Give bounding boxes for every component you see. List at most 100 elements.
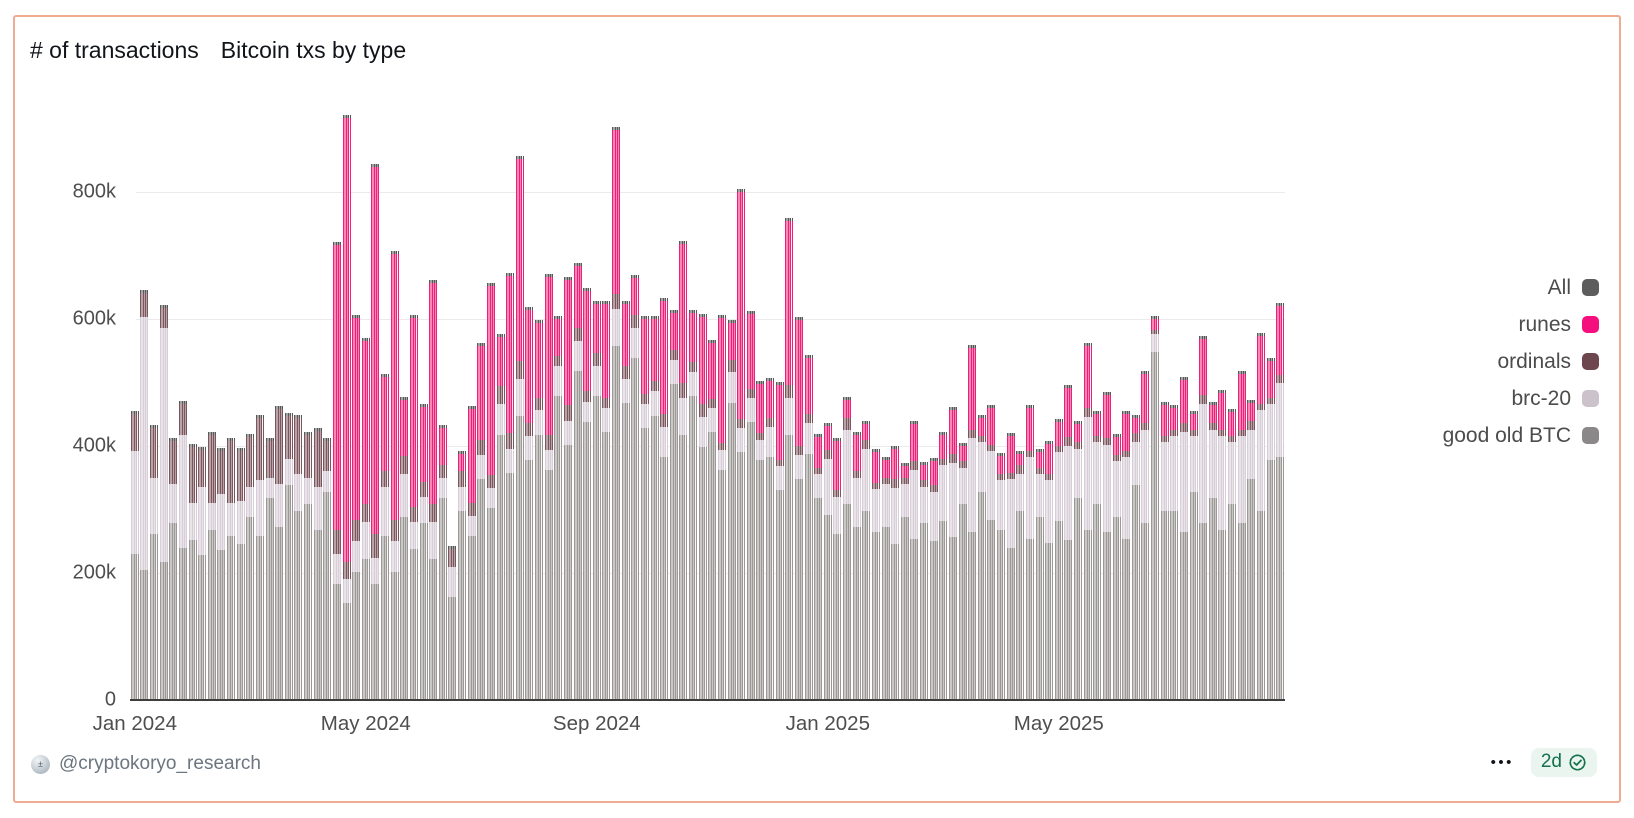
bar-hairline-stripes	[650, 316, 659, 700]
chart-title: Bitcoin txs by type	[220, 37, 407, 63]
x-axis-line	[130, 699, 1285, 701]
bar	[227, 437, 236, 700]
bar-hairline-stripes	[563, 276, 572, 700]
bar	[496, 333, 505, 700]
bar	[679, 241, 688, 700]
legend-item-brc-20[interactable]: brc-20	[1443, 380, 1599, 417]
legend: All runes ordinals brc-20 good old BTC	[1443, 269, 1599, 454]
bar	[1112, 434, 1121, 700]
more-button[interactable]: •••	[1490, 754, 1514, 771]
bar-hairline-stripes	[1179, 376, 1188, 700]
attribution: ± @cryptokoryo_research	[31, 753, 261, 775]
bar	[660, 298, 669, 700]
bar	[862, 421, 871, 700]
age-text: 2d	[1540, 751, 1562, 772]
bar-hairline-stripes	[255, 415, 264, 700]
bar	[958, 443, 967, 700]
bar-hairline-stripes	[1247, 399, 1256, 700]
bar-hairline-stripes	[891, 445, 900, 700]
bar-hairline-stripes	[640, 316, 649, 700]
bar	[477, 342, 486, 700]
bar-hairline-stripes	[794, 317, 803, 700]
x-tick-label: Jan 2025	[785, 712, 870, 735]
legend-swatch	[1582, 427, 1599, 444]
bar	[785, 218, 794, 700]
bar	[987, 404, 996, 700]
legend-item-good-old-btc[interactable]: good old BTC	[1443, 417, 1599, 454]
bar-hairline-stripes	[169, 437, 178, 700]
bar-hairline-stripes	[1189, 411, 1198, 700]
legend-item-runes[interactable]: runes	[1443, 306, 1599, 343]
bar	[294, 415, 303, 700]
legend-item-ordinals[interactable]: ordinals	[1443, 343, 1599, 380]
bar-hairline-stripes	[987, 404, 996, 700]
bar	[438, 425, 447, 700]
bar-hairline-stripes	[573, 262, 582, 700]
bar-hairline-stripes	[342, 115, 351, 700]
bar-hairline-stripes	[660, 298, 669, 700]
bar-hairline-stripes	[294, 415, 303, 700]
bar	[381, 374, 390, 700]
bar-hairline-stripes	[717, 314, 726, 700]
avatar[interactable]: ±	[31, 754, 50, 774]
legend-item-all[interactable]: All	[1443, 269, 1599, 306]
bar	[583, 288, 592, 700]
bar	[592, 300, 601, 700]
bar	[265, 437, 274, 700]
bar-hairline-stripes	[130, 411, 139, 700]
bar	[727, 319, 736, 700]
author-handle[interactable]: @cryptokoryo_research	[59, 753, 261, 774]
bar-hairline-stripes	[332, 242, 341, 700]
bar	[871, 449, 880, 700]
bar-hairline-stripes	[227, 437, 236, 700]
bar-hairline-stripes	[304, 431, 313, 700]
bar	[1189, 411, 1198, 700]
bar	[1054, 418, 1063, 700]
bar	[217, 448, 226, 700]
bar	[284, 412, 293, 700]
bar	[794, 317, 803, 700]
bar	[852, 431, 861, 700]
legend-label: good old BTC	[1442, 423, 1571, 447]
bar-hairline-stripes	[968, 345, 977, 700]
bar	[544, 274, 553, 700]
bar-hairline-stripes	[448, 545, 457, 700]
bar	[910, 421, 919, 700]
bar-hairline-stripes	[535, 319, 544, 700]
bar-hairline-stripes	[371, 163, 380, 700]
y-tick-label: 0	[104, 688, 116, 711]
y-axis-title: # of transactions	[30, 37, 199, 63]
bar-hairline-stripes	[554, 316, 563, 700]
footer-actions: ••• 2d	[1489, 748, 1597, 777]
bar-hairline-stripes	[698, 313, 707, 700]
bar	[920, 462, 929, 700]
bar-hairline-stripes	[727, 319, 736, 700]
bar	[323, 437, 332, 700]
bar-hairline-stripes	[1102, 392, 1111, 700]
legend-swatch	[1582, 353, 1599, 370]
bar	[486, 282, 495, 700]
bar	[1256, 332, 1265, 700]
age-badge[interactable]: 2d	[1530, 748, 1597, 777]
bar	[458, 450, 467, 700]
bar-hairline-stripes	[140, 289, 149, 700]
bar	[304, 431, 313, 700]
bar-hairline-stripes	[766, 378, 775, 700]
bar-hairline-stripes	[467, 406, 476, 700]
bar-hairline-stripes	[1276, 303, 1285, 700]
bar	[746, 310, 755, 700]
bar-hairline-stripes	[1083, 342, 1092, 700]
bar-hairline-stripes	[1122, 411, 1131, 700]
bar-hairline-stripes	[881, 456, 890, 700]
bar-hairline-stripes	[852, 431, 861, 700]
bar	[891, 445, 900, 700]
bar-hairline-stripes	[525, 307, 534, 700]
bar	[939, 431, 948, 700]
bar-hairline-stripes	[1170, 404, 1179, 700]
bar	[1102, 392, 1111, 700]
bar	[246, 434, 255, 700]
bar-hairline-stripes	[669, 309, 678, 700]
bar-hairline-stripes	[958, 443, 967, 700]
bar-hairline-stripes	[198, 446, 207, 700]
bar	[130, 411, 139, 700]
